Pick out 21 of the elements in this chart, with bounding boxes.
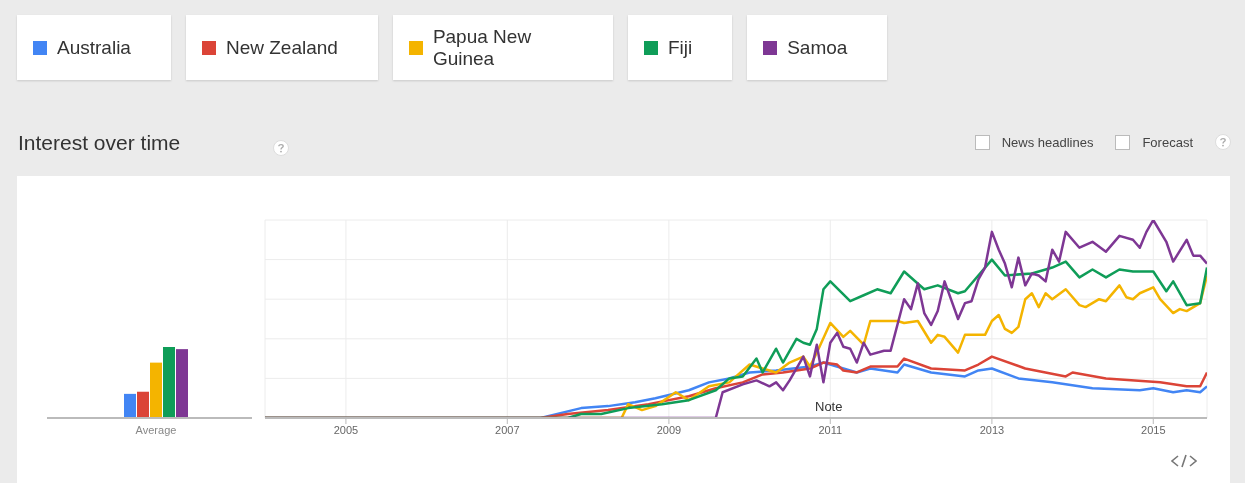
bar	[124, 393, 136, 418]
x-tick-label: 2011	[818, 423, 843, 436]
x-tick-label: 2015	[1141, 423, 1166, 436]
bar	[150, 362, 162, 418]
bar	[137, 391, 149, 418]
legend-label: Fiji	[667, 36, 693, 59]
annotation: Note	[815, 399, 843, 414]
bar	[163, 347, 175, 418]
legend-label: Samoa	[787, 36, 848, 59]
x-tick-label: 2013	[979, 423, 1005, 436]
legend-label: New Zealand	[225, 36, 338, 59]
bar	[176, 349, 188, 418]
x-tick-label: 2005	[333, 423, 359, 436]
chart-title: Interest over time	[18, 131, 181, 155]
x-tick-label: 2009	[656, 423, 682, 436]
text: News headlines	[1001, 134, 1094, 150]
x-tick-label: Average	[135, 423, 177, 436]
text: Forecast	[1142, 134, 1193, 150]
x-tick-label: 2007	[495, 423, 520, 436]
legend-label: Australia	[57, 36, 131, 59]
legend-label: Papua New Guinea	[432, 25, 533, 70]
